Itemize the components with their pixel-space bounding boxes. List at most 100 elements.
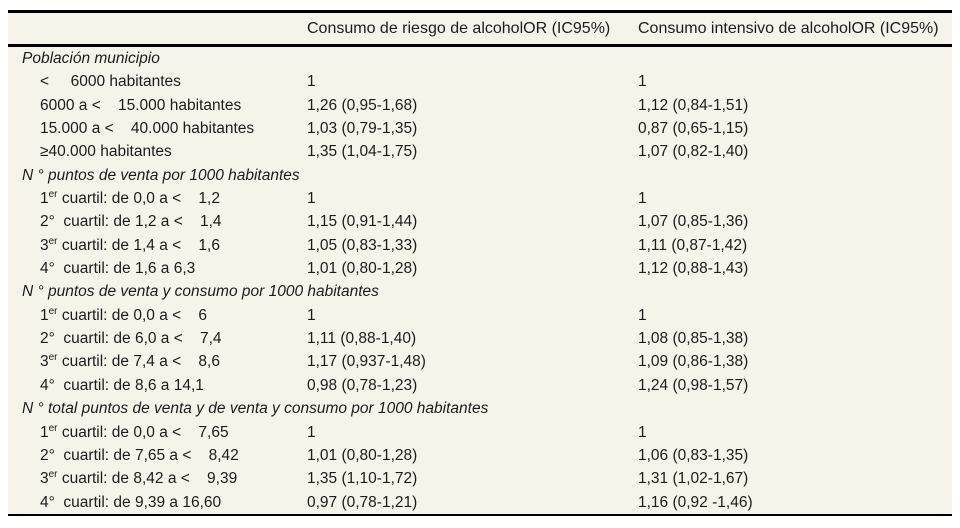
- row-label-superscript: er: [48, 305, 58, 317]
- or-risk-value: 1,01 (0,80-1,28): [307, 260, 418, 278]
- or-risk-value: 1,26 (0,95-1,68): [307, 96, 418, 114]
- row-label-text: cuartil: de 0,0 a < 6: [57, 306, 208, 324]
- table-row: 3er cuartil: de 1,4 a < 1,6 1,05 (0,83-1…: [8, 234, 952, 257]
- or-intensive-value: 1,12 (0,84-1,51): [638, 96, 749, 114]
- row-label-text: cuartil: de 7,4 a < 8,6: [57, 353, 220, 371]
- or-intensive-value: 1,24 (0,98-1,57): [638, 376, 749, 394]
- row-label: 3er cuartil: de 8,42 a < 9,39: [40, 467, 237, 490]
- row-label-prefix: 4: [40, 260, 49, 278]
- or-risk-value: 1: [307, 306, 316, 324]
- section-title: Población municipio: [22, 50, 160, 67]
- table-row: 4° cuartil: de 8,6 a 14,1 0,98 (0,78-1,2…: [8, 374, 952, 397]
- row-label-superscript: er: [48, 469, 58, 481]
- table-row: 3er cuartil: de 7,4 a < 8,6 1,17 (0,937-…: [8, 350, 952, 373]
- header-row: Consumo de riesgo de alcoholOR (IC95%) C…: [8, 13, 952, 44]
- row-label: 3er cuartil: de 7,4 a < 8,6: [40, 350, 220, 373]
- or-intensive-value: 1,16 (0,92 -1,46): [638, 493, 753, 511]
- section-title-row: N ° total puntos de venta y de venta y c…: [8, 397, 952, 420]
- table-row: 1er cuartil: de 0,0 a < 6 1 1: [8, 304, 952, 327]
- row-label-prefix: 4: [40, 493, 49, 511]
- row-label-text: ° cuartil: de 6,0 a < 7,4: [48, 330, 222, 348]
- or-intensive-value: 1: [638, 73, 647, 91]
- row-label-text: < 6000 habitantes: [40, 73, 181, 91]
- or-risk-value: 1,15 (0,91-1,44): [307, 213, 418, 231]
- col-header-consumo-intensivo: Consumo intensivo de alcoholOR (IC95%): [638, 20, 939, 37]
- row-label-text: ° cuartil: de 1,6 a 6,3: [48, 260, 196, 278]
- table-row: 2° cuartil: de 6,0 a < 7,4 1,11 (0,88-1,…: [8, 327, 952, 350]
- row-label: 4° cuartil: de 1,6 a 6,3: [40, 257, 195, 280]
- row-label: 4° cuartil: de 8,6 a 14,1: [40, 374, 204, 397]
- row-label-superscript: er: [48, 352, 58, 364]
- row-label: 4° cuartil: de 9,39 a 16,60: [40, 491, 221, 514]
- table-row: ≥40.000 habitantes 1,35 (1,04-1,75) 1,07…: [8, 140, 952, 163]
- table-row: 1er cuartil: de 0,0 a < 7,65 1 1: [8, 421, 952, 444]
- or-intensive-value: 1: [638, 423, 647, 441]
- or-intensive-value: 1,09 (0,86-1,38): [638, 353, 749, 371]
- row-label: < 6000 habitantes: [40, 70, 181, 93]
- or-risk-value: 1,01 (0,80-1,28): [307, 446, 418, 464]
- row-label-prefix: 3: [40, 236, 49, 254]
- table-row: 4° cuartil: de 1,6 a 6,3 1,01 (0,80-1,28…: [8, 257, 952, 280]
- or-risk-value: 0,97 (0,78-1,21): [307, 493, 418, 511]
- row-label: 1er cuartil: de 0,0 a < 1,2: [40, 187, 220, 210]
- row-label-text: 6000 a < 15.000 habitantes: [40, 96, 242, 114]
- or-risk-value: 0,98 (0,78-1,23): [307, 376, 418, 394]
- row-label-text: ° cuartil: de 1,2 a < 1,4: [48, 213, 222, 231]
- row-label: 6000 a < 15.000 habitantes: [40, 94, 241, 117]
- or-intensive-value: 1: [638, 190, 647, 208]
- table-row: 4° cuartil: de 9,39 a 16,60 0,97 (0,78-1…: [8, 491, 952, 514]
- row-label-prefix: 1: [40, 306, 49, 324]
- table-row: < 6000 habitantes 1 1: [8, 70, 952, 93]
- or-intensive-value: 1,08 (0,85-1,38): [638, 330, 749, 348]
- row-label-text: ° cuartil: de 7,65 a < 8,42: [48, 446, 239, 464]
- bottom-rule: [8, 513, 952, 516]
- row-label-prefix: 1: [40, 190, 49, 208]
- or-risk-value: 1,03 (0,79-1,35): [307, 120, 418, 138]
- or-risk-value: 1,17 (0,937-1,48): [307, 353, 426, 371]
- row-label-text: cuartil: de 1,4 a < 1,6: [57, 236, 220, 254]
- or-risk-value: 1,35 (1,10-1,72): [307, 470, 418, 488]
- odds-ratio-table: Consumo de riesgo de alcoholOR (IC95%) C…: [8, 10, 952, 516]
- table-row: 1er cuartil: de 0,0 a < 1,2 1 1: [8, 187, 952, 210]
- or-intensive-value: 0,87 (0,65-1,15): [638, 120, 749, 138]
- row-label: 1er cuartil: de 0,0 a < 7,65: [40, 421, 229, 444]
- section-title-row: Población municipio: [8, 47, 952, 70]
- row-label-prefix: 3: [40, 470, 49, 488]
- row-label-text: ° cuartil: de 8,6 a 14,1: [48, 376, 204, 394]
- table-row: 3er cuartil: de 8,42 a < 9,39 1,35 (1,10…: [8, 467, 952, 490]
- or-risk-value: 1: [307, 73, 316, 91]
- row-label-prefix: 1: [40, 423, 49, 441]
- row-label-prefix: 2: [40, 330, 49, 348]
- or-intensive-value: 1,11 (0,87-1,42): [638, 236, 748, 254]
- or-risk-value: 1,11 (0,88-1,40): [307, 330, 417, 348]
- or-risk-value: 1,35 (1,04-1,75): [307, 143, 418, 161]
- col-header-consumo-riesgo: Consumo de riesgo de alcoholOR (IC95%): [307, 20, 611, 37]
- row-label-prefix: 2: [40, 446, 49, 464]
- or-intensive-value: 1,31 (1,02-1,67): [638, 470, 749, 488]
- or-intensive-value: 1,12 (0,88-1,43): [638, 260, 749, 278]
- table-row: 2° cuartil: de 1,2 a < 1,4 1,15 (0,91-1,…: [8, 210, 952, 233]
- header-rule: [8, 44, 952, 47]
- row-label: ≥40.000 habitantes: [40, 140, 172, 163]
- row-label-text: ° cuartil: de 9,39 a 16,60: [48, 493, 222, 511]
- section-title-row: N ° puntos de venta por 1000 habitantes: [8, 164, 952, 187]
- row-label: 1er cuartil: de 0,0 a < 6: [40, 304, 207, 327]
- row-label-prefix: 4: [40, 376, 49, 394]
- or-risk-value: 1: [307, 190, 316, 208]
- section-title: N ° puntos de venta y consumo por 1000 h…: [22, 283, 379, 301]
- table-row: 6000 a < 15.000 habitantes 1,26 (0,95-1,…: [8, 94, 952, 117]
- row-label-prefix: 2: [40, 213, 49, 231]
- row-label-text: cuartil: de 0,0 a < 7,65: [57, 423, 229, 441]
- row-label: 2° cuartil: de 7,65 a < 8,42: [40, 444, 239, 467]
- table-row: 15.000 a < 40.000 habitantes 1,03 (0,79-…: [8, 117, 952, 140]
- row-label-superscript: er: [48, 188, 58, 200]
- section-title: N ° puntos de venta por 1000 habitantes: [22, 166, 300, 184]
- or-intensive-value: 1,07 (0,85-1,36): [638, 213, 749, 231]
- row-label-text: cuartil: de 8,42 a < 9,39: [57, 470, 238, 488]
- or-risk-value: 1: [307, 423, 316, 441]
- row-label-text: ≥40.000 habitantes: [40, 143, 172, 161]
- table-body: Población municipio < 6000 habitantes 1 …: [8, 47, 952, 514]
- row-label-superscript: er: [48, 422, 58, 434]
- row-label: 15.000 a < 40.000 habitantes: [40, 117, 254, 140]
